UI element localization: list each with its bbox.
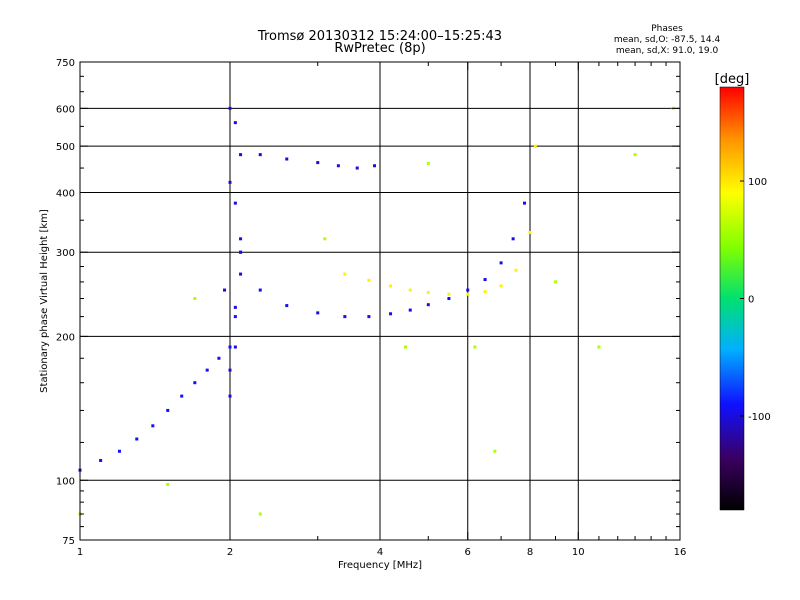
echo-point bbox=[228, 345, 232, 349]
echo-point bbox=[228, 106, 232, 110]
echo-point bbox=[355, 166, 359, 170]
echo-point bbox=[426, 303, 430, 307]
echo-point bbox=[633, 153, 637, 157]
x-tick-label: 6 bbox=[465, 547, 471, 558]
echo-point bbox=[316, 311, 320, 315]
y-tick-label: 500 bbox=[56, 142, 75, 153]
echo-point bbox=[193, 297, 197, 301]
echo-point bbox=[389, 284, 393, 288]
echo-point bbox=[166, 408, 170, 412]
echo-point bbox=[533, 144, 537, 148]
echo-point bbox=[447, 297, 451, 301]
echo-point bbox=[285, 157, 289, 161]
echo-point bbox=[493, 449, 497, 453]
echo-point bbox=[285, 304, 289, 308]
y-tick-label: 600 bbox=[56, 104, 75, 115]
echo-point bbox=[239, 153, 243, 157]
echo-point bbox=[205, 368, 209, 372]
y-tick-label: 300 bbox=[56, 248, 75, 259]
y-tick-label: 400 bbox=[56, 188, 75, 199]
echo-point bbox=[323, 237, 327, 241]
echo-point bbox=[258, 153, 262, 157]
echo-point bbox=[336, 164, 340, 168]
colorbar-tick-label: 0 bbox=[748, 295, 754, 306]
echo-point bbox=[367, 278, 371, 282]
echo-point bbox=[316, 161, 320, 165]
echo-point bbox=[180, 394, 184, 398]
colorbar-tick-label: -100 bbox=[748, 412, 771, 423]
echo-point bbox=[523, 201, 527, 205]
x-tick-label: 4 bbox=[377, 547, 383, 558]
echo-point bbox=[499, 261, 503, 265]
stats-heading: Phases bbox=[651, 24, 683, 34]
echo-point bbox=[239, 250, 243, 254]
echo-point bbox=[483, 290, 487, 294]
y-tick-label: 100 bbox=[56, 476, 75, 487]
echo-point bbox=[233, 345, 237, 349]
x-tick-label: 16 bbox=[674, 547, 687, 558]
echo-point bbox=[528, 230, 532, 234]
echo-point bbox=[99, 458, 103, 462]
echo-point bbox=[239, 237, 243, 241]
echo-point bbox=[373, 164, 377, 168]
echo-point bbox=[343, 272, 347, 276]
echo-point bbox=[223, 288, 227, 292]
echo-point bbox=[228, 394, 232, 398]
y-axis-label: Stationary phase Virtual Height [km] bbox=[39, 209, 50, 393]
y-tick-label: 75 bbox=[62, 536, 75, 547]
echo-point bbox=[233, 201, 237, 205]
echo-point bbox=[426, 161, 430, 165]
echo-point bbox=[403, 345, 407, 349]
stats-line-x: mean, sd,X: 91.0, 19.0 bbox=[616, 46, 719, 56]
x-axis-label: Frequency [MHz] bbox=[338, 560, 422, 571]
echo-point bbox=[117, 449, 121, 453]
echo-point bbox=[447, 292, 451, 296]
echo-point bbox=[367, 315, 371, 319]
echo-point bbox=[466, 288, 470, 292]
echo-point bbox=[239, 272, 243, 276]
echo-point bbox=[343, 315, 347, 319]
x-tick-label: 10 bbox=[572, 547, 585, 558]
echo-point bbox=[217, 356, 221, 360]
colorbar-label: [deg] bbox=[715, 72, 750, 87]
echo-point bbox=[511, 237, 515, 241]
echo-point bbox=[233, 305, 237, 309]
colorbar-tick-label: 100 bbox=[748, 177, 767, 188]
echo-point bbox=[408, 288, 412, 292]
echo-point bbox=[499, 284, 503, 288]
stats-line-o: mean, sd,O: -87.5, 14.4 bbox=[614, 35, 721, 45]
x-tick-label: 8 bbox=[527, 547, 533, 558]
echo-point bbox=[228, 180, 232, 184]
echo-point bbox=[408, 308, 412, 312]
y-tick-label: 750 bbox=[56, 58, 75, 69]
echo-point bbox=[514, 268, 518, 272]
echo-point bbox=[228, 368, 232, 372]
chart-subtitle: RwPretec (8p) bbox=[334, 41, 425, 56]
echo-point bbox=[597, 345, 601, 349]
echo-point bbox=[466, 292, 470, 296]
echo-point bbox=[233, 315, 237, 319]
y-tick-label: 200 bbox=[56, 332, 75, 343]
echo-point bbox=[258, 288, 262, 292]
echo-point bbox=[426, 291, 430, 295]
chart-title: Tromsø 20130312 15:24:00–15:25:43 bbox=[257, 29, 502, 44]
echo-point bbox=[258, 512, 262, 516]
echo-point bbox=[553, 280, 557, 284]
x-tick-label: 1 bbox=[77, 547, 83, 558]
echo-point bbox=[135, 437, 139, 441]
echo-point bbox=[233, 121, 237, 125]
echo-point bbox=[473, 345, 477, 349]
echo-point bbox=[193, 381, 197, 385]
x-tick-label: 2 bbox=[227, 547, 233, 558]
echo-point bbox=[166, 482, 170, 486]
echo-point bbox=[483, 278, 487, 282]
echo-point bbox=[389, 312, 393, 316]
echo-point bbox=[151, 424, 155, 428]
